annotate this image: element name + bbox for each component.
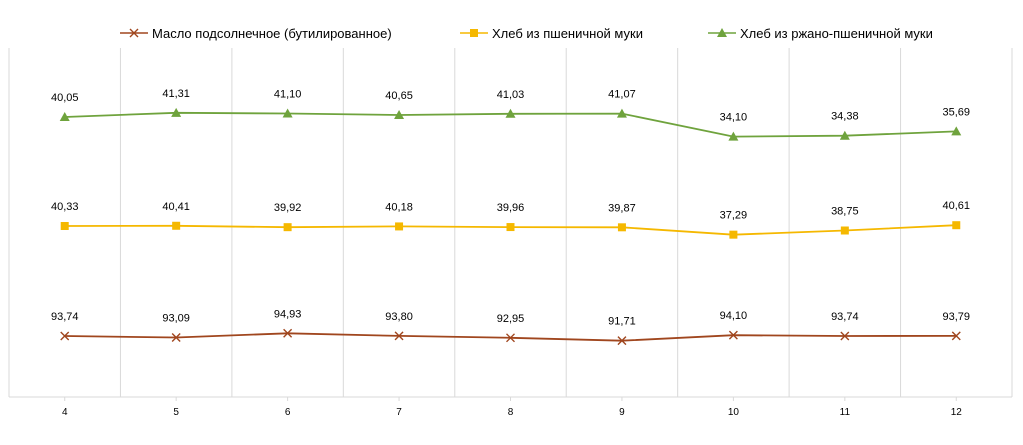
data-label: 34,10 <box>720 112 748 124</box>
x-tick-label: 10 <box>728 407 740 418</box>
data-label: 40,65 <box>385 90 413 102</box>
data-point <box>729 230 738 239</box>
x-tick-label: 9 <box>619 407 625 418</box>
data-point <box>172 221 181 230</box>
data-point <box>171 333 181 342</box>
x-tick-label: 5 <box>173 407 179 418</box>
x-marker-icon <box>129 28 139 38</box>
data-point <box>617 336 627 346</box>
legend-label: Хлеб из пшеничной муки <box>492 26 643 41</box>
data-point <box>282 108 293 118</box>
data-label: 93,80 <box>385 311 413 323</box>
data-label: 41,31 <box>162 88 190 100</box>
data-point <box>728 131 739 141</box>
data-point <box>617 223 626 232</box>
data-point <box>283 328 293 338</box>
data-point <box>840 331 850 341</box>
data-point <box>60 222 69 230</box>
data-label: 41,03 <box>497 89 525 101</box>
data-point <box>839 130 850 140</box>
legend-item-wheat-bread: Хлеб из пшеничной муки <box>460 26 643 41</box>
legend-item-sunflower-oil: Масло подсолнечное (бутилированное) <box>120 26 392 41</box>
x-tick-label: 11 <box>840 407 851 418</box>
data-label: 40,61 <box>943 200 971 212</box>
data-label: 93,74 <box>831 311 859 323</box>
x-axis-ticks: 4 5 6 7 8 9 10 11 12 <box>62 397 962 418</box>
data-point <box>616 108 627 118</box>
square-marker-icon <box>470 29 478 37</box>
data-label: 39,92 <box>274 202 302 214</box>
data-point <box>394 331 404 341</box>
data-label: 38,75 <box>831 206 859 218</box>
data-label: 40,41 <box>162 201 190 213</box>
data-label: 93,09 <box>162 312 190 324</box>
plot-series: 93,74 93,09 94,93 93,80 92,95 91,71 94,10 93,74… <box>51 88 971 346</box>
data-point <box>59 112 70 121</box>
chart-legend: Масло подсолнечное (бутилированное) Хлеб… <box>120 26 933 41</box>
x-tick-label: 12 <box>951 407 963 418</box>
data-label: 94,93 <box>274 308 302 320</box>
data-point <box>952 221 961 230</box>
data-label: 39,87 <box>608 202 636 214</box>
x-tick-label: 8 <box>508 407 514 418</box>
data-label: 34,38 <box>831 111 859 123</box>
data-point <box>394 110 405 120</box>
data-point <box>505 108 516 118</box>
data-point <box>951 126 962 136</box>
x-tick-label: 4 <box>62 407 68 418</box>
legend-label: Хлеб из ржано-пшеничной муки <box>740 26 933 41</box>
data-label: 93,79 <box>943 311 971 323</box>
data-label: 37,29 <box>720 210 748 222</box>
data-label: 39,96 <box>497 202 525 214</box>
data-label: 40,18 <box>385 201 413 213</box>
series-2: 40,05 41,31 41,10 40,65 41,03 41,07 34,10 34,38… <box>51 88 970 141</box>
data-point <box>951 331 961 341</box>
data-label: 40,33 <box>51 201 79 213</box>
x-tick-label: 7 <box>396 407 402 418</box>
data-point <box>506 333 515 343</box>
data-point <box>506 223 515 232</box>
data-point <box>60 331 70 341</box>
data-point <box>283 223 292 232</box>
data-label: 41,10 <box>274 89 302 101</box>
data-label: 94,10 <box>720 310 748 322</box>
data-point <box>395 222 404 231</box>
data-point <box>728 330 738 340</box>
legend-label: Масло подсолнечное (бутилированное) <box>152 26 392 41</box>
data-label: 40,05 <box>51 92 79 104</box>
data-label: 92,95 <box>497 313 525 325</box>
legend-item-rye-wheat-bread: Хлеб из ржано-пшеничной муки <box>708 26 933 41</box>
triangle-marker-icon <box>717 28 727 37</box>
data-label: 91,71 <box>608 316 636 328</box>
data-label: 35,69 <box>943 106 971 118</box>
series-1: 40,33 40,41 39,92 40,18 39,96 39,87 37,29 38,75… <box>51 200 971 239</box>
data-label: 93,74 <box>51 311 79 323</box>
data-point <box>171 107 182 117</box>
series-0: 93,74 93,09 94,93 93,80 92,95 91,71 94,10 93,74… <box>51 308 971 346</box>
data-label: 41,07 <box>608 89 636 101</box>
x-tick-label: 6 <box>285 407 291 418</box>
data-point <box>840 226 849 235</box>
